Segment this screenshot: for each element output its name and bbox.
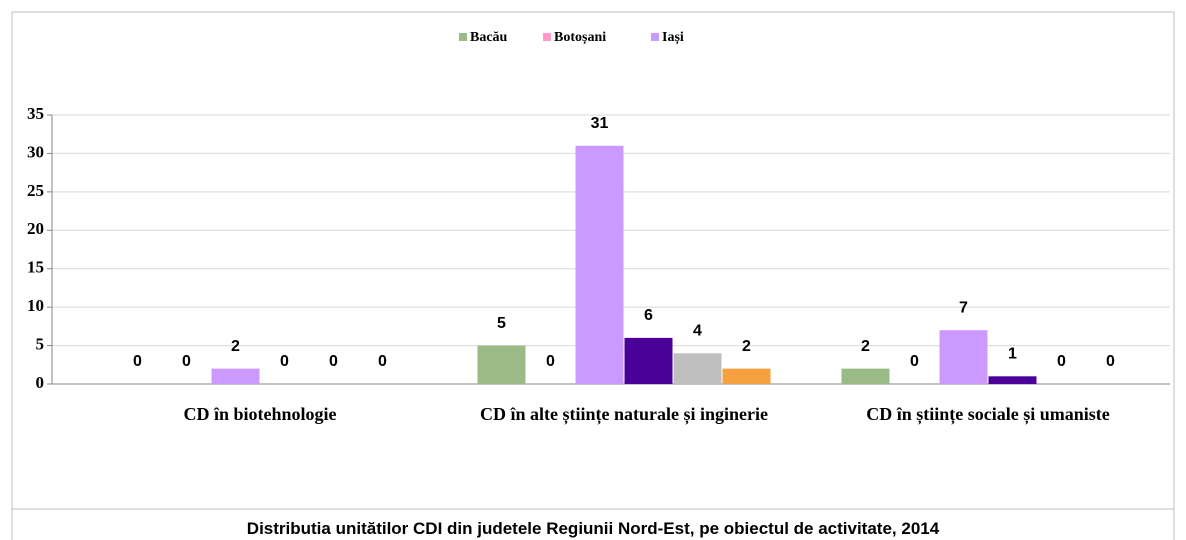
data-label: 0 [182, 353, 191, 370]
y-tick-label: 10 [27, 296, 44, 315]
data-label: 0 [1057, 353, 1066, 370]
data-label: 0 [133, 353, 142, 370]
data-label: 0 [329, 353, 338, 370]
bar [211, 368, 260, 384]
data-label: 2 [861, 338, 870, 355]
y-tick-label: 20 [27, 219, 44, 238]
data-label: 31 [591, 115, 609, 132]
data-label: 0 [280, 353, 289, 370]
bar [673, 353, 722, 384]
legend-swatch [543, 33, 551, 41]
bar [575, 145, 624, 384]
y-tick-label: 15 [27, 258, 44, 277]
legend-label: Bacău [470, 30, 508, 45]
chart-border [11, 11, 1175, 510]
x-tick-label: CD în alte științe naturale și inginerie [480, 404, 768, 424]
chart-title: Distributia unitătilor CDI din judetele … [246, 519, 940, 538]
x-tick-label: CD în biotehnologie [183, 404, 337, 424]
data-label: 5 [497, 315, 506, 332]
legend-swatch [459, 33, 467, 41]
x-tick-label: CD în științe sociale și umaniste [866, 404, 1110, 424]
y-tick-label: 25 [27, 181, 44, 200]
bar [988, 376, 1037, 384]
legend-label: Botoșani [554, 30, 606, 45]
bar [841, 368, 890, 384]
data-label: 0 [910, 353, 919, 370]
data-label: 1 [1008, 346, 1017, 363]
data-label: 7 [959, 299, 968, 316]
bar [624, 337, 673, 384]
legend-swatch [651, 33, 659, 41]
bar [722, 368, 771, 384]
bar [477, 345, 526, 384]
y-tick-label: 0 [36, 373, 45, 392]
y-tick-label: 5 [36, 334, 45, 353]
data-label: 0 [378, 353, 387, 370]
data-label: 2 [231, 338, 240, 355]
data-label: 2 [742, 338, 751, 355]
y-tick-label: 35 [27, 104, 44, 123]
data-label: 0 [1106, 353, 1115, 370]
data-label: 6 [644, 307, 653, 324]
y-tick-label: 30 [27, 142, 44, 161]
legend-label: Iași [662, 30, 684, 45]
data-label: 4 [693, 322, 702, 339]
bar [939, 330, 988, 384]
data-label: 0 [546, 353, 555, 370]
